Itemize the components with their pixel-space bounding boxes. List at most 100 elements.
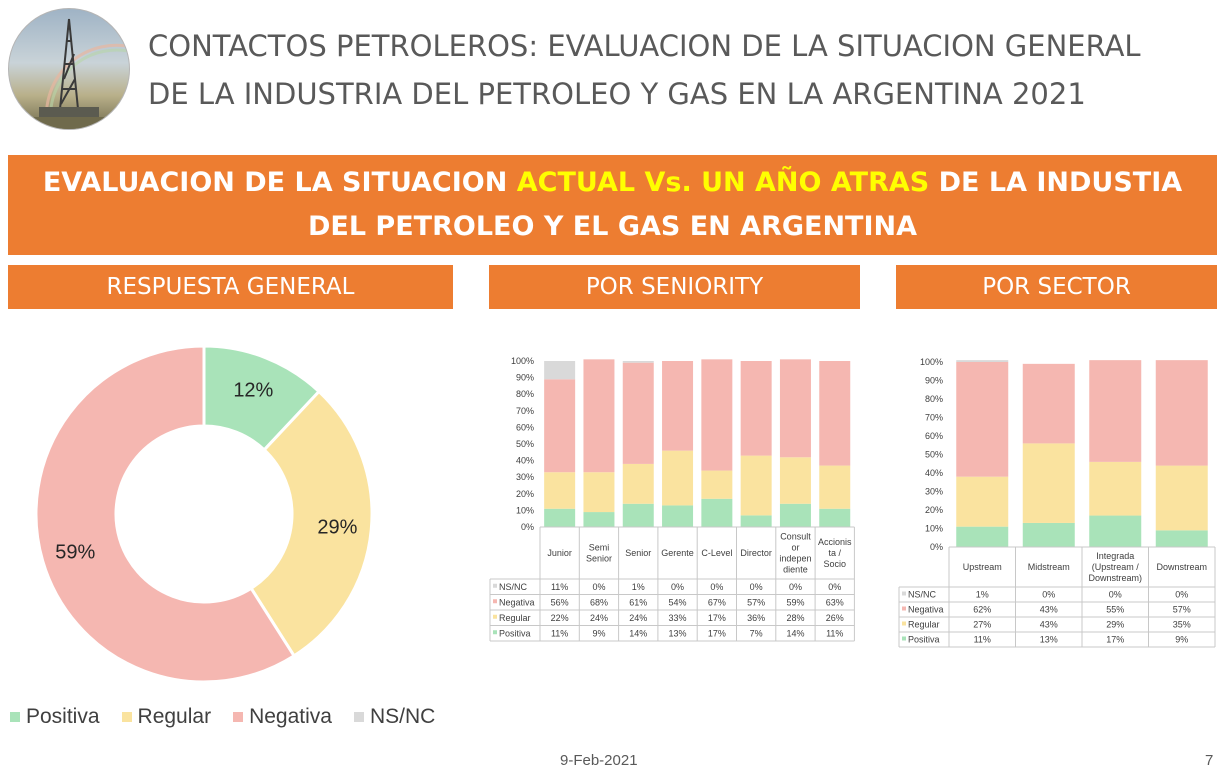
y-tick-label: 70% [516, 406, 534, 416]
bar-segment-negativa [583, 359, 615, 473]
bar-segment-regular [662, 450, 694, 506]
page-number: 7 [1205, 752, 1214, 769]
table-cell: 17% [1106, 635, 1124, 645]
table-cell: 22% [551, 613, 569, 623]
row-swatch-regular [493, 614, 497, 619]
category-label: Director [740, 548, 772, 558]
bar-segment-positiva [956, 526, 1009, 547]
bar-segment-regular [956, 476, 1009, 527]
bar-segment-positiva [1022, 522, 1075, 547]
bar-segment-ns-nc [956, 360, 1009, 362]
bar-segment-negativa [622, 362, 654, 464]
bar-segment-positiva [1089, 515, 1142, 547]
table-cell: 13% [669, 628, 687, 638]
category-label: C-Level [701, 548, 732, 558]
y-tick-label: 0% [521, 522, 534, 532]
bar-segment-regular [819, 465, 851, 509]
bar-segment-regular [740, 455, 772, 516]
legend-label: Negativa [249, 705, 332, 728]
page-title: CONTACTOS PETROLEROS: EVALUACION DE LA S… [148, 22, 1208, 118]
table-cell: 43% [1040, 620, 1058, 630]
row-label-ns-nc: NS/NC [499, 582, 528, 592]
table-cell: 43% [1040, 605, 1058, 615]
bar-segment-negativa [819, 361, 851, 466]
row-label-ns-nc: NS/NC [908, 590, 937, 600]
y-tick-label: 10% [516, 505, 534, 515]
y-tick-label: 20% [516, 489, 534, 499]
row-swatch-negativa [902, 606, 906, 611]
y-tick-label: 90% [925, 376, 943, 386]
table-cell: 0% [592, 582, 605, 592]
bar-segment-regular [544, 472, 576, 509]
table-cell: 57% [747, 597, 765, 607]
category-label: Accionis ta / Socio [818, 537, 852, 569]
table-cell: 11% [551, 628, 568, 638]
legend-swatch [121, 712, 132, 722]
table-cell: 24% [629, 613, 647, 623]
section-general: RESPUESTA GENERAL [8, 265, 453, 309]
donut-label-regular: 29% [317, 517, 357, 539]
bar-segment-positiva [662, 505, 694, 527]
y-tick-label: 80% [516, 389, 534, 399]
bar-segment-regular [701, 470, 733, 499]
table-cell: 0% [789, 582, 802, 592]
table-cell: 68% [590, 597, 608, 607]
section-seniority: POR SENIORITY [489, 265, 860, 309]
table-cell: 24% [590, 613, 608, 623]
legend-label: Regular [137, 705, 212, 728]
bar-segment-negativa [740, 361, 772, 456]
bar-segment-positiva [1155, 530, 1208, 547]
row-swatch-positiva [493, 630, 497, 635]
category-label: Semi Senior [586, 543, 612, 564]
y-tick-label: 0% [930, 542, 943, 552]
bar-segment-regular [1155, 465, 1208, 531]
row-label-negativa: Negativa [908, 605, 944, 615]
y-tick-label: 50% [925, 450, 943, 460]
table-cell: 9% [1175, 635, 1188, 645]
table-cell: 14% [786, 628, 804, 638]
sector-stacked-chart: 0% 10% 20% 30% 40% 50% 60% 70% 80% 90% 100% Upstrea… [898, 357, 1216, 648]
table-cell: 36% [747, 613, 765, 623]
bar-segment-negativa [662, 361, 694, 451]
table-cell: 55% [1106, 605, 1124, 615]
bar-segment-negativa [779, 359, 811, 458]
donut-label-positiva: 12% [233, 379, 273, 401]
table-cell: 0% [710, 582, 723, 592]
table-cell: 1% [976, 590, 989, 600]
table-cell: 59% [786, 597, 804, 607]
table-cell: 57% [1173, 605, 1191, 615]
bar-segment-negativa [956, 362, 1009, 477]
category-label: Downstream [1156, 562, 1207, 572]
table-cell: 28% [786, 613, 804, 623]
table-cell: 0% [828, 582, 841, 592]
row-swatch-regular [902, 621, 906, 626]
oil-rig-photo [8, 8, 130, 130]
row-swatch-negativa [493, 599, 497, 604]
row-label-positiva: Positiva [908, 635, 940, 645]
row-label-regular: Regular [908, 620, 940, 630]
donut-legend: Positiva Regular Negativa NS/NC [10, 705, 457, 729]
banner-line-2: DEL PETROLEO Y EL GAS EN ARGENTINA [307, 211, 918, 242]
bar-segment-negativa [1022, 363, 1075, 444]
y-tick-label: 80% [925, 394, 943, 404]
bar-segment-negativa [544, 379, 576, 473]
donut-label-negativa: 59% [55, 541, 95, 563]
bar-segment-positiva [544, 508, 576, 527]
row-swatch-ns-nc [902, 591, 906, 596]
table-cell: 7% [750, 628, 763, 638]
table-cell: 0% [1109, 590, 1122, 600]
title-line-1: CONTACTOS PETROLEROS: EVALUACION DE LA S… [148, 29, 1141, 63]
bar-segment-ns-nc [622, 361, 654, 363]
y-tick-label: 70% [925, 413, 943, 423]
row-label-negativa: Negativa [499, 597, 535, 607]
bar-segment-positiva [701, 498, 733, 527]
table-cell: 0% [750, 582, 763, 592]
banner-text-part1: EVALUACION DE LA SITUACION [42, 167, 517, 198]
row-swatch-ns-nc [493, 583, 497, 588]
legend-item-positiva: Positiva [10, 705, 100, 729]
y-tick-label: 100% [511, 356, 534, 366]
y-tick-label: 60% [925, 431, 943, 441]
bar-segment-ns-nc [544, 361, 576, 380]
category-label: Midstream [1028, 562, 1070, 572]
y-tick-label: 90% [516, 373, 534, 383]
